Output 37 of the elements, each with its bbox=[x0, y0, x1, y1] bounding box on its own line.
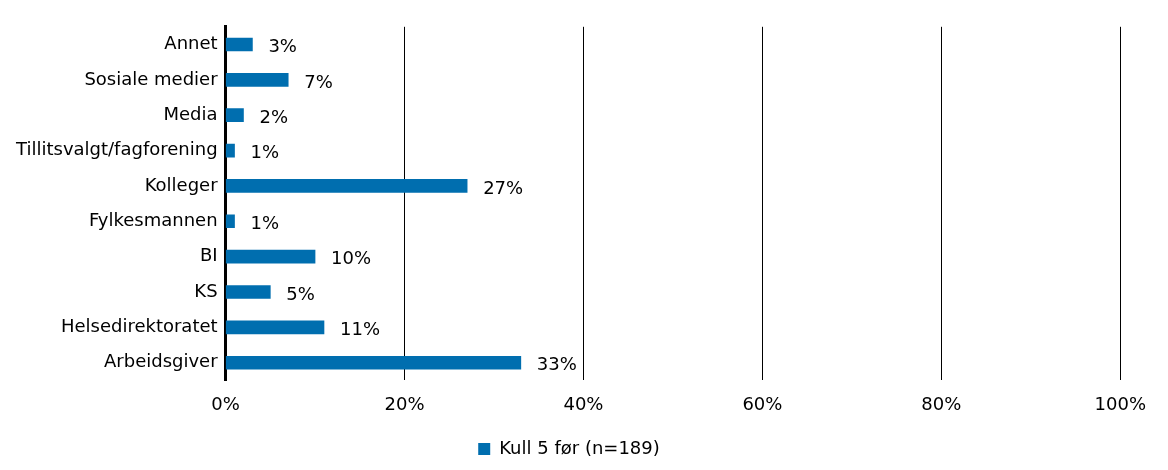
x-tick-label: 80% bbox=[921, 392, 962, 414]
x-tick-label: 60% bbox=[742, 392, 783, 414]
y-tick-label: BI bbox=[199, 244, 218, 266]
y-tick-label: Helsedirektoratet bbox=[60, 315, 218, 337]
data-label: 7% bbox=[304, 70, 333, 92]
data-label: 10% bbox=[331, 247, 372, 269]
bar bbox=[225, 73, 289, 87]
data-label: 5% bbox=[286, 282, 315, 304]
x-tick-label: 100% bbox=[1094, 392, 1146, 414]
data-label: 2% bbox=[259, 105, 289, 127]
y-tick-label: Annet bbox=[164, 32, 218, 54]
data-label: 3% bbox=[268, 35, 297, 57]
data-label: 33% bbox=[536, 353, 577, 375]
data-label: 27% bbox=[483, 176, 524, 198]
x-tick-label: 20% bbox=[384, 392, 425, 414]
data-label: 1% bbox=[250, 211, 280, 233]
bar bbox=[225, 355, 522, 370]
y-tick-label: Media bbox=[163, 102, 218, 124]
legend-label: Kull 5 før (n=189) bbox=[499, 436, 660, 458]
bar bbox=[225, 108, 244, 123]
y-tick-label: Fylkesmannen bbox=[89, 208, 218, 230]
y-tick-label: Kolleger bbox=[144, 173, 219, 195]
bar bbox=[225, 37, 253, 52]
x-tick-label: 0% bbox=[211, 392, 240, 414]
y-tick-label: Sosiale medier bbox=[84, 67, 219, 89]
bar bbox=[225, 249, 316, 264]
bar bbox=[225, 214, 235, 229]
data-label: 1% bbox=[250, 141, 280, 163]
bar bbox=[225, 285, 271, 299]
bar bbox=[225, 143, 235, 158]
y-tick-label: Arbeidsgiver bbox=[104, 350, 219, 372]
bar bbox=[225, 320, 325, 335]
y-tick-label: KS bbox=[194, 279, 218, 301]
x-tick-label: 40% bbox=[563, 392, 604, 414]
data-label: 11% bbox=[339, 318, 381, 340]
y-tick-label: Tillitsvalgt/fagforening bbox=[15, 138, 218, 160]
bar bbox=[225, 179, 468, 193]
